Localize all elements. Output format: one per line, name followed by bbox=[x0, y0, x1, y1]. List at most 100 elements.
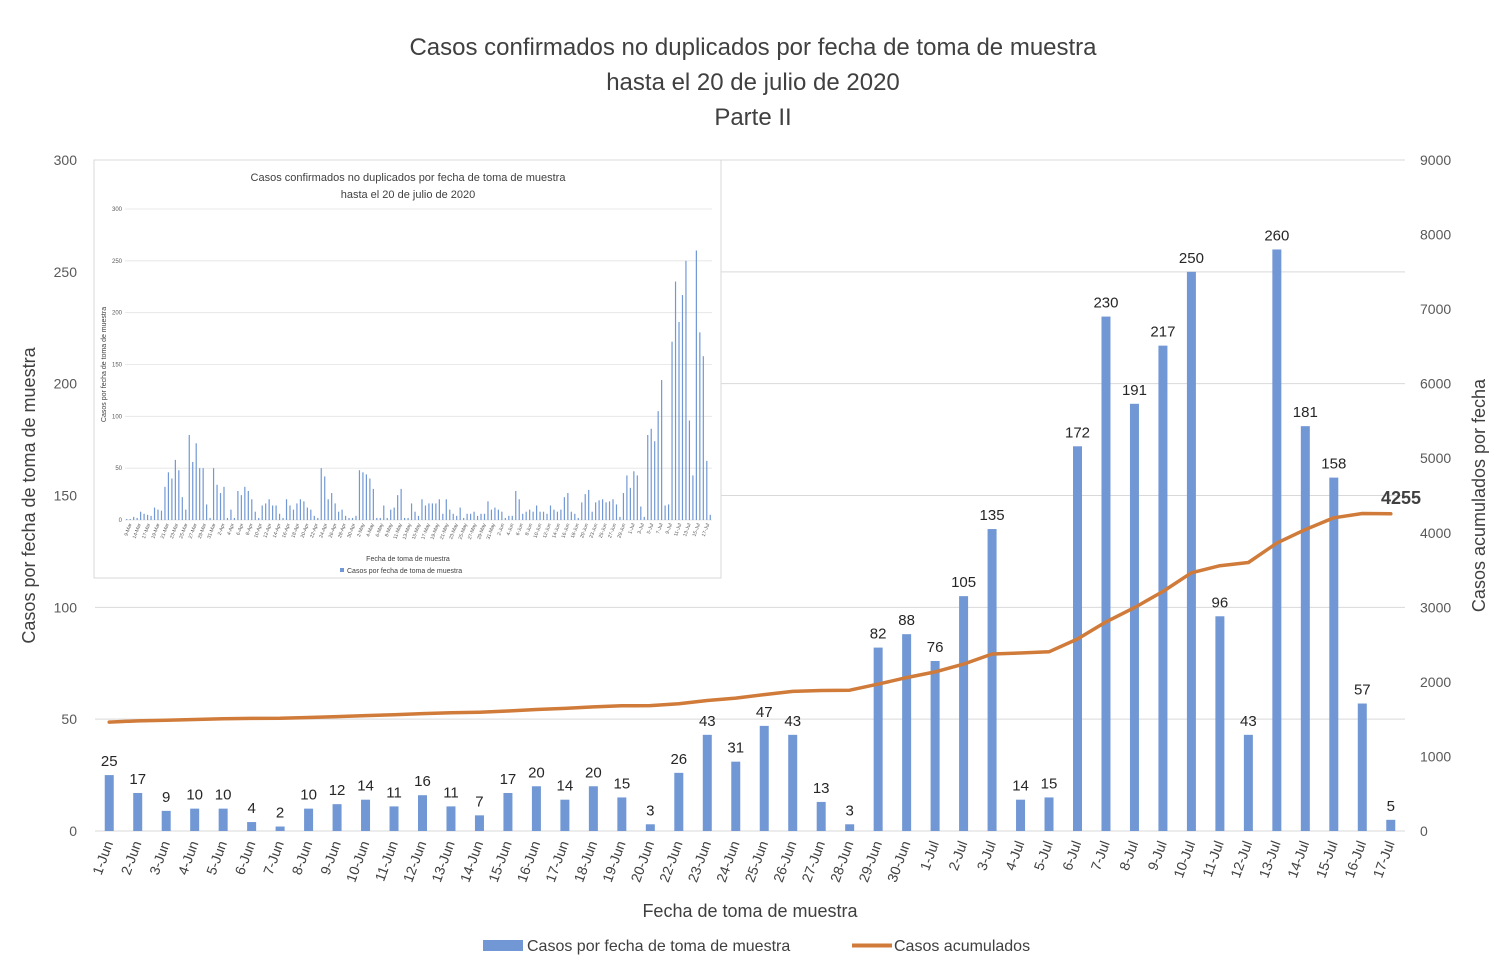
inset-x-tick-label: 10-Apr bbox=[253, 522, 264, 538]
bar-data-label: 43 bbox=[699, 713, 716, 730]
inset-bar bbox=[560, 509, 562, 520]
inset-x-tick-label: 10-Jun bbox=[533, 522, 544, 539]
bar-data-label: 105 bbox=[951, 574, 976, 591]
inset-bar bbox=[410, 503, 413, 520]
inset-legend-label: Casos por fecha de toma de muestra bbox=[347, 568, 462, 575]
y2-tick-label: 3000 bbox=[1420, 599, 1451, 615]
bar-data-label: 17 bbox=[500, 771, 517, 788]
bar-data-label: 191 bbox=[1122, 382, 1147, 399]
inset-bar bbox=[306, 507, 308, 520]
inset-x-tick-label: 6-Apr bbox=[236, 522, 246, 536]
inset-bar bbox=[504, 517, 506, 520]
inset-bar bbox=[643, 516, 645, 520]
bar bbox=[161, 810, 171, 831]
inset-x-tick-label: 31-Mar bbox=[206, 522, 217, 539]
inset-bar bbox=[386, 517, 388, 520]
bar bbox=[845, 824, 855, 831]
inset-bar bbox=[567, 493, 569, 520]
inset-bar bbox=[223, 486, 225, 520]
inset-bar bbox=[247, 490, 249, 520]
inset-bar bbox=[511, 515, 513, 520]
inset-bar bbox=[667, 504, 670, 520]
chart-title-line: hasta el 20 de julio de 2020 bbox=[606, 69, 900, 96]
inset-bar bbox=[192, 461, 194, 520]
inset-chart: Casos confirmados no duplicados por fech… bbox=[93, 159, 722, 579]
bar-data-label: 43 bbox=[784, 713, 801, 730]
bar-data-label: 15 bbox=[614, 775, 631, 792]
inset-bar bbox=[164, 486, 166, 520]
y2-tick-label: 1000 bbox=[1420, 748, 1451, 764]
inset-bar bbox=[282, 517, 284, 520]
inset-bar bbox=[681, 295, 684, 520]
inset-bar bbox=[153, 507, 156, 520]
inset-bar bbox=[338, 511, 340, 520]
bar-data-label: 181 bbox=[1293, 404, 1318, 421]
inset-bar bbox=[331, 493, 333, 520]
inset-bar bbox=[397, 495, 399, 520]
bar-data-label: 4 bbox=[247, 800, 255, 817]
inset-bar bbox=[272, 505, 274, 520]
y2-tick-label: 8000 bbox=[1420, 227, 1451, 243]
inset-bar bbox=[344, 515, 347, 520]
inset-x-tick-label: 23-Mar bbox=[169, 522, 180, 539]
inset-bar bbox=[518, 499, 520, 520]
bar bbox=[645, 824, 655, 831]
inset-x-tick-label: 18-Jun bbox=[570, 522, 581, 539]
chart-title-line: Casos confirmados no duplicados por fech… bbox=[409, 34, 1097, 61]
inset-bar bbox=[188, 434, 190, 520]
bar-data-label: 2 bbox=[276, 805, 284, 822]
inset-bar bbox=[695, 250, 697, 520]
x-axis-label: Fecha de toma de muestra bbox=[642, 901, 858, 921]
chart-title: Casos confirmados no duplicados por fech… bbox=[409, 34, 1097, 131]
inset-bar bbox=[261, 505, 263, 520]
inset-bar bbox=[661, 380, 663, 520]
inset-bar bbox=[202, 468, 204, 520]
bar bbox=[531, 786, 541, 831]
inset-bar bbox=[226, 517, 229, 520]
inset-x-tick-label: 25-Mar bbox=[178, 522, 189, 539]
inset-bar bbox=[549, 505, 552, 520]
inset-bar bbox=[296, 503, 298, 520]
inset-x-axis-label: Fecha de toma de muestra bbox=[366, 556, 450, 563]
bar-data-label: 260 bbox=[1264, 227, 1289, 244]
inset-bar bbox=[685, 260, 687, 520]
inset-x-tick-label: 27-Jun bbox=[607, 522, 618, 539]
inset-x-tick-label: 15-Jul bbox=[692, 523, 702, 538]
bar-data-label: 10 bbox=[215, 787, 232, 804]
y-axis-label: Casos por fecha de toma de muestra bbox=[19, 346, 39, 643]
inset-bar bbox=[546, 513, 548, 520]
inset-bar bbox=[240, 495, 242, 520]
inset-bar bbox=[702, 356, 704, 520]
bar bbox=[446, 806, 456, 831]
bar-data-label: 172 bbox=[1065, 424, 1090, 441]
inset-x-tick-label: 1-Jul bbox=[627, 523, 636, 535]
bar-data-label: 10 bbox=[300, 787, 317, 804]
inset-bar bbox=[476, 515, 479, 520]
inset-x-tick-label: 21-May bbox=[439, 522, 451, 540]
inset-bar bbox=[313, 515, 315, 520]
inset-bar bbox=[428, 503, 430, 520]
y-tick-label: 200 bbox=[54, 376, 78, 392]
bar bbox=[560, 799, 570, 831]
inset-bar bbox=[195, 443, 197, 520]
bar-data-label: 16 bbox=[414, 773, 431, 790]
inset-bar bbox=[341, 509, 343, 520]
inset-y-axis-label: Casos por fecha de toma de muestra bbox=[101, 307, 108, 422]
inset-x-tick-label: 30-Apr bbox=[346, 522, 357, 538]
bar-data-label: 250 bbox=[1179, 250, 1204, 267]
bar bbox=[674, 772, 684, 831]
bar-data-label: 9 bbox=[162, 789, 170, 806]
bar bbox=[1129, 403, 1139, 831]
y2-tick-label: 6000 bbox=[1420, 376, 1451, 392]
inset-bar bbox=[522, 513, 524, 520]
inset-bar bbox=[629, 487, 631, 520]
bar bbox=[218, 808, 228, 831]
chart-title-line: Parte II bbox=[714, 104, 791, 131]
inset-bar bbox=[626, 475, 628, 520]
inset-x-tick-label: 11-Jul bbox=[673, 523, 683, 538]
inset-bar bbox=[664, 505, 666, 520]
inset-bar bbox=[167, 472, 170, 520]
inset-y-tick-label: 150 bbox=[112, 363, 123, 369]
